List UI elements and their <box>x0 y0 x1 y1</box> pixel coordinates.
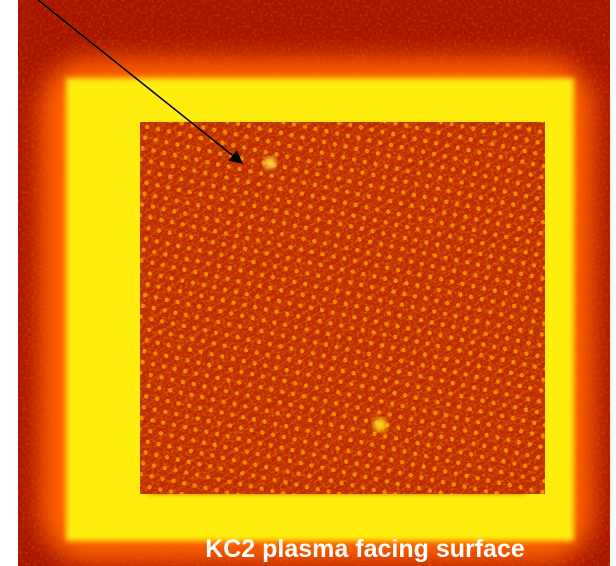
surface-noise <box>140 122 545 494</box>
hot-spot <box>264 157 276 169</box>
hot-spot <box>373 418 387 432</box>
figure: KC2 plasma facing surface <box>0 0 616 566</box>
caption: KC2 plasma facing surface <box>205 535 525 563</box>
page: KC2 plasma facing surface (() => { const… <box>0 0 616 566</box>
frame-left <box>78 100 148 520</box>
